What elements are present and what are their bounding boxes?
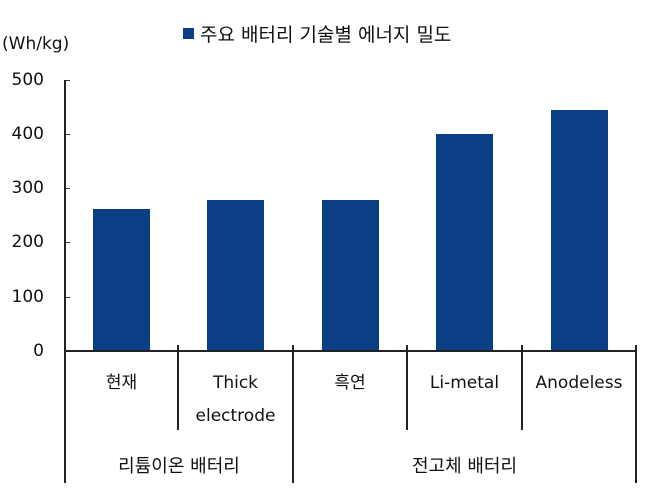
x-label-흑연: 흑연 bbox=[334, 373, 366, 393]
y-axis-unit: (Wh/kg) bbox=[2, 34, 70, 54]
x-label-anodeless: Anodeless bbox=[535, 373, 623, 393]
tick-mark bbox=[64, 134, 70, 135]
divider bbox=[177, 345, 179, 430]
x-axis bbox=[64, 350, 637, 352]
group-label-lithium-ion: 리튬이온 배터리 bbox=[118, 456, 240, 477]
y-tick-400: 400 bbox=[11, 124, 44, 144]
legend-swatch bbox=[183, 28, 194, 39]
y-tick-100: 100 bbox=[11, 287, 44, 307]
tick-mark bbox=[64, 242, 70, 243]
x-label-li-metal: Li-metal bbox=[429, 373, 500, 393]
divider bbox=[406, 345, 408, 430]
y-tick-300: 300 bbox=[11, 178, 44, 198]
x-label-현재: 현재 bbox=[105, 373, 138, 393]
bar-anodeless bbox=[551, 110, 608, 351]
bar-현재 bbox=[93, 209, 150, 351]
x-label-electrode: electrode bbox=[195, 406, 276, 426]
bar-흑연 bbox=[322, 200, 379, 351]
tick-mark bbox=[64, 80, 70, 81]
divider bbox=[64, 345, 66, 483]
y-tick-200: 200 bbox=[11, 232, 44, 252]
group-label-solid-state: 전고체 배터리 bbox=[411, 456, 518, 477]
chart-legend: 주요 배터리 기술별 에너지 밀도 bbox=[183, 20, 451, 47]
y-axis bbox=[64, 80, 66, 352]
tick-mark bbox=[64, 297, 70, 298]
y-tick-500: 500 bbox=[11, 70, 44, 90]
bar-li-metal bbox=[436, 134, 493, 351]
divider bbox=[292, 345, 294, 483]
x-label-thick: Thick bbox=[212, 373, 259, 393]
legend-label: 주요 배터리 기술별 에너지 밀도 bbox=[200, 24, 452, 46]
y-tick-0: 0 bbox=[33, 341, 44, 361]
divider bbox=[521, 345, 523, 430]
bar-thick-electrode bbox=[207, 200, 264, 351]
tick-mark bbox=[64, 188, 70, 189]
divider bbox=[635, 345, 637, 483]
